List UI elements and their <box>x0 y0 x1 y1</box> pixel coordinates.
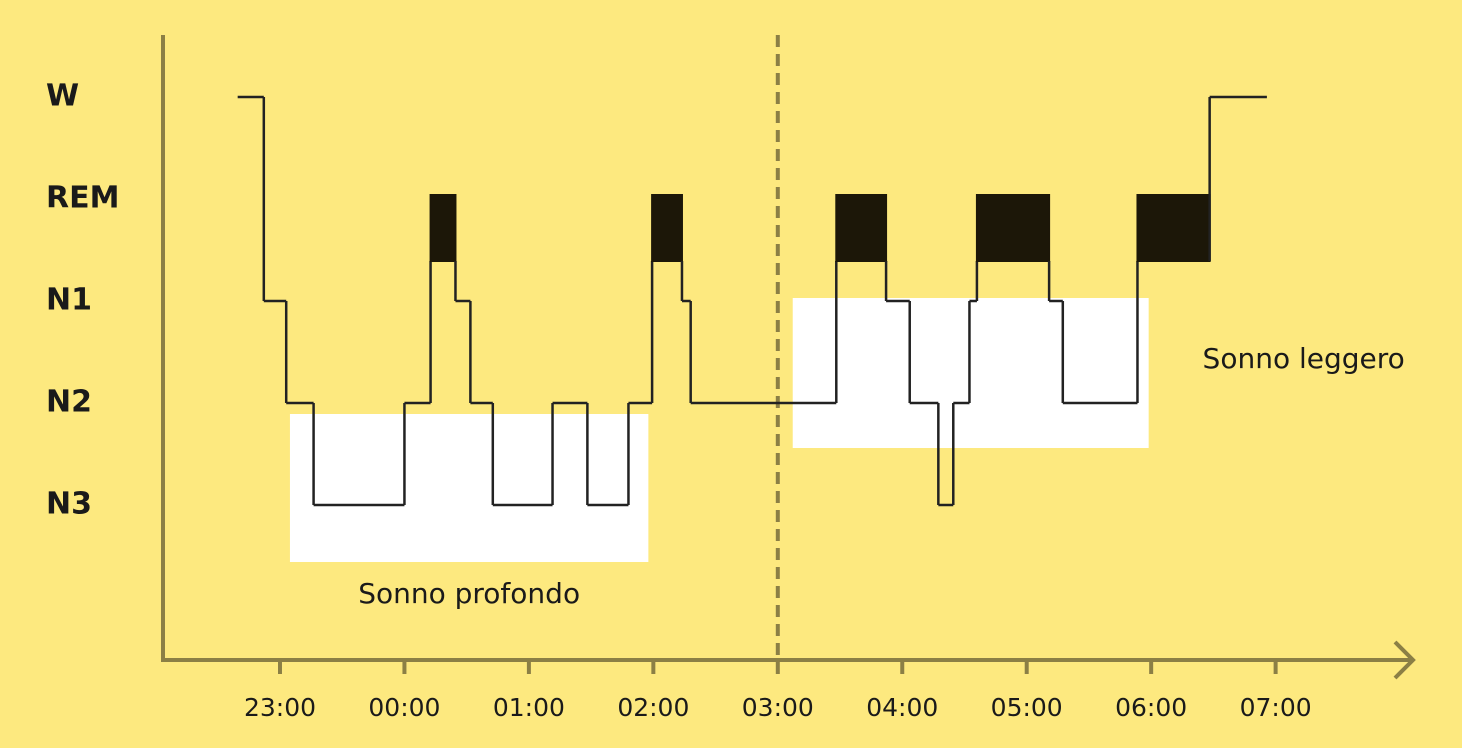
rem-block <box>975 194 1051 262</box>
axes: W REM N1 N2 N3 23:00 00:00 01:00 02:00 03:00 04:00… <box>46 35 1416 722</box>
x-axis-arrow <box>1393 640 1416 680</box>
plot: Sonno profondo Sonno leggero <box>237 95 1405 610</box>
rem-block <box>1136 194 1211 262</box>
x-tick-label: 23:00 <box>244 693 316 722</box>
x-tick-label: 01:00 <box>493 693 565 722</box>
rem-block <box>429 194 457 262</box>
y-tick-label: N2 <box>46 385 92 420</box>
x-tick-label: 03:00 <box>742 693 814 722</box>
y-tick-label: N1 <box>46 283 92 318</box>
y-tick-label: N3 <box>46 487 92 522</box>
x-tick-label: 07:00 <box>1240 693 1312 722</box>
x-tick-label: 02:00 <box>617 693 689 722</box>
annotation-label: Sonno leggero <box>1203 342 1405 375</box>
x-tick-label: 05:00 <box>991 693 1063 722</box>
y-tick-label: W <box>46 79 79 114</box>
annotation-box <box>289 414 649 562</box>
y-tick-label: REM <box>46 181 119 216</box>
x-tick-label: 06:00 <box>1115 693 1187 722</box>
x-tick-label: 00:00 <box>368 693 440 722</box>
x-tick-label: 04:00 <box>866 693 938 722</box>
rem-block <box>651 194 683 262</box>
annotation-label: Sonno profondo <box>358 577 580 610</box>
rem-block <box>835 194 888 262</box>
